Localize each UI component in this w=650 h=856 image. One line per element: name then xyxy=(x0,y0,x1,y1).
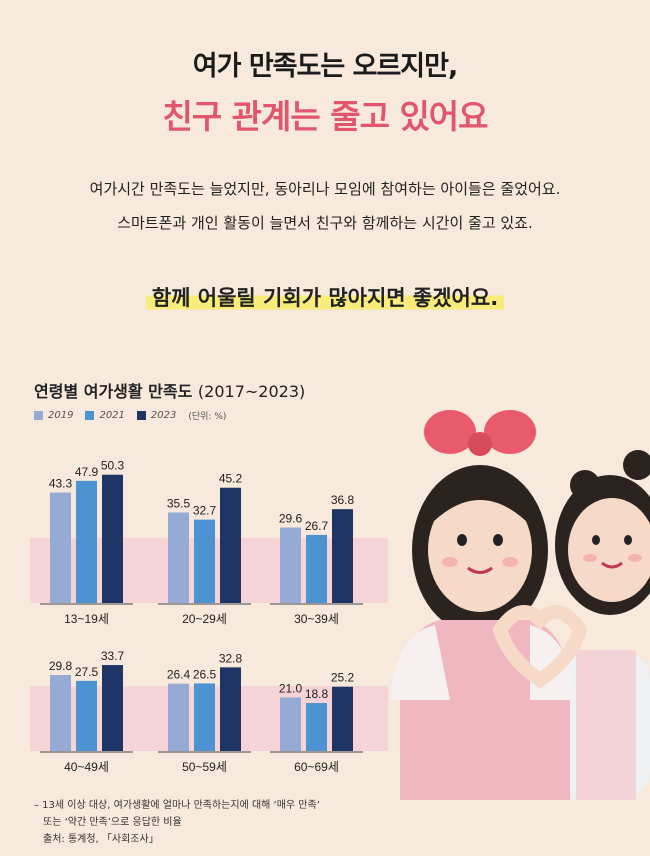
legend-item-2021: 2021 xyxy=(85,410,125,421)
legend-label-2019: 2019 xyxy=(48,410,74,421)
value-label-13~19세-2021: 47.9 xyxy=(75,465,99,479)
bar-30~39세-2021 xyxy=(306,534,327,603)
value-label-20~29세-2021: 32.7 xyxy=(193,504,217,518)
legend-swatch-2023 xyxy=(136,411,146,420)
bar-30~39세-2019 xyxy=(280,527,301,603)
note-line-1: – 13세 이상 대상, 여가생활에 얼마나 만족하는지에 대해 ‘매우 만족’ xyxy=(34,800,320,811)
legend-item-2023: 2023 xyxy=(136,410,177,421)
category-label-13~19세: 13~19세 xyxy=(64,612,109,626)
headline-line-2: 친구 관계는 줄고 있어요 xyxy=(162,97,488,136)
chart-notes: – 13세 이상 대상, 여가생활에 얼마나 만족하는지에 대해 ‘매우 만족’… xyxy=(34,797,320,848)
category-label-40~49세: 40~49세 xyxy=(64,760,109,774)
value-label-60~69세-2019: 21.0 xyxy=(279,681,303,695)
bar-13~19세-2023 xyxy=(102,474,123,603)
bar-50~59세-2019 xyxy=(168,683,189,751)
legend-label-2021: 2021 xyxy=(99,410,125,421)
value-label-50~59세-2019: 26.4 xyxy=(167,668,191,682)
legend-item-2019: 2019 xyxy=(34,410,73,421)
legend-swatch-2021 xyxy=(85,411,95,420)
value-label-40~49세-2023: 33.7 xyxy=(101,649,125,663)
bar-60~69세-2019 xyxy=(280,697,301,751)
chart-title-main: 연령별 여가생활 만족도 xyxy=(34,382,193,401)
highlight-container: 함께 어울릴 기회가 많아지면 좋겠어요. xyxy=(0,282,650,312)
legend-label-2023: 2023 xyxy=(150,410,177,421)
chart-title: 연령별 여가생활 만족도 (2017~2023) xyxy=(34,378,305,402)
bar-60~69세-2021 xyxy=(306,703,327,751)
bar-30~39세-2023 xyxy=(332,509,353,603)
bar-40~49세-2021 xyxy=(76,680,97,751)
legend-swatch-2019 xyxy=(34,411,43,420)
value-label-13~19세-2023: 50.3 xyxy=(101,459,125,473)
headline-line-1: 여가 만족도는 오르지만, xyxy=(192,51,458,82)
value-label-40~49세-2021: 27.5 xyxy=(75,665,99,679)
bar-20~29세-2021 xyxy=(194,519,215,603)
category-label-30~39세: 30~39세 xyxy=(294,612,339,626)
bar-50~59세-2021 xyxy=(194,683,215,751)
value-label-30~39세-2019: 29.6 xyxy=(279,512,303,526)
description-line-1: 여가시간 만족도는 늘었지만, 동아리나 모임에 참여하는 아이들은 줄었어요. xyxy=(89,180,561,198)
chart-title-period: (2017~2023) xyxy=(197,382,306,401)
bar-60~69세-2023 xyxy=(332,686,353,751)
value-label-50~59세-2023: 32.8 xyxy=(219,651,243,665)
note-line-2: 또는 ‘약간 만족’으로 응답한 비율 xyxy=(43,817,182,828)
category-label-60~69세: 60~69세 xyxy=(294,760,339,774)
value-label-20~29세-2019: 35.5 xyxy=(167,496,191,510)
two-girls-heart-hands-illustration xyxy=(390,410,650,800)
bar-50~59세-2023 xyxy=(220,667,241,751)
bar-20~29세-2023 xyxy=(220,487,241,603)
value-label-13~19세-2019: 43.3 xyxy=(49,477,73,491)
chart-unit: (단위: %) xyxy=(188,412,227,422)
value-label-60~69세-2023: 25.2 xyxy=(331,671,355,685)
description-line-2: 스마트폰과 개인 활동이 늘면서 친구와 함께하는 시간이 줄고 있죠. xyxy=(117,214,533,232)
value-label-50~59세-2021: 26.5 xyxy=(193,667,217,681)
chart-legend: 2019 2021 2023 (단위: %) xyxy=(34,409,226,422)
bar-20~29세-2019 xyxy=(168,512,189,603)
bar-13~19세-2019 xyxy=(50,492,71,603)
category-label-20~29세: 20~29세 xyxy=(182,612,227,626)
note-source: 출처: 통계청, 「사회조사」 xyxy=(43,834,159,845)
value-label-40~49세-2019: 29.8 xyxy=(49,659,73,673)
category-label-50~59세: 50~59세 xyxy=(182,760,227,774)
value-label-60~69세-2021: 18.8 xyxy=(305,687,329,701)
value-label-20~29세-2023: 45.2 xyxy=(219,472,243,486)
value-label-30~39세-2021: 26.7 xyxy=(305,519,329,533)
bar-40~49세-2023 xyxy=(102,665,123,751)
bar-40~49세-2019 xyxy=(50,675,71,751)
highlight-text: 함께 어울릴 기회가 많아지면 좋겠어요. xyxy=(145,282,505,312)
bar-13~19세-2021 xyxy=(76,480,97,603)
value-label-30~39세-2023: 36.8 xyxy=(331,493,355,507)
